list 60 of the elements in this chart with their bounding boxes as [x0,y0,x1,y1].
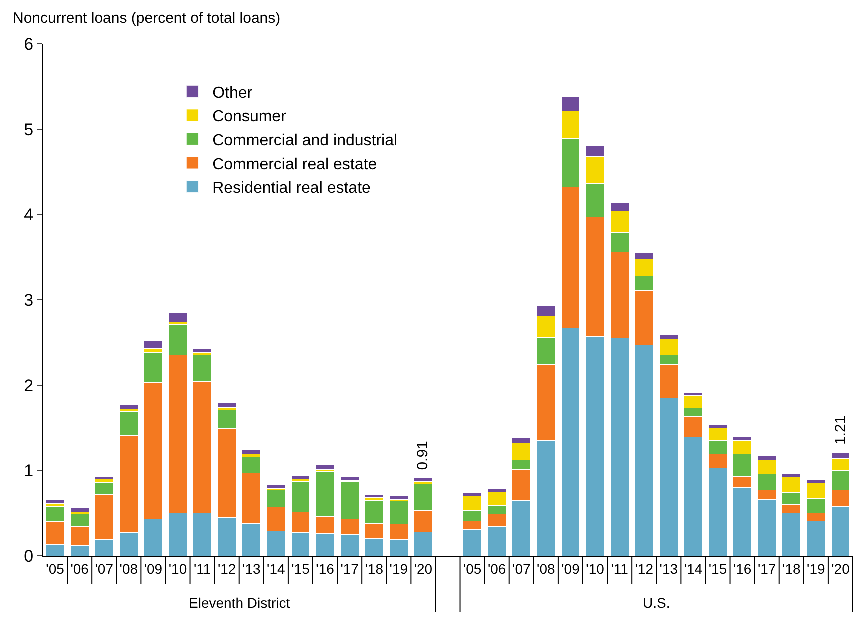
x-tick-label: '12 [635,560,654,577]
y-axis-title: Noncurrent loans (percent of total loans) [13,10,281,27]
y-tick-label: 6 [24,34,34,54]
bar [218,403,237,408]
x-tick-label: '15 [292,560,310,577]
x-tick-label: '12 [218,560,236,577]
x-tick-label: '17 [340,560,360,577]
x-tick-label: '05 [463,560,482,577]
x-tick-label: '09 [144,560,163,577]
legend-label: Other [212,84,254,102]
bar [316,464,335,470]
y-tick-label: 4 [24,206,34,225]
legend-label: Commercial and industrial [212,132,398,150]
total-label: 0.91 [414,441,432,470]
legend-label: Consumer [212,108,288,126]
y-tick-label: 2 [24,376,34,396]
x-tick-label: '18 [782,560,801,577]
y-tick-label: 3 [24,290,34,310]
x-tick-label: '08 [120,560,138,577]
x-tick-label: '10 [586,560,605,577]
legend-label: Commercial real estate [212,156,378,174]
bar [46,499,65,504]
bar [119,404,138,410]
y-tick-label: 1 [24,462,34,481]
bar [414,478,433,482]
bar [242,450,262,455]
x-tick-label: '20 [414,560,433,577]
y-tick-label: 5 [24,120,34,140]
text: Eleventh District [189,595,290,611]
x-tick-label: '15 [708,560,728,577]
bar [364,495,384,498]
total-label: 1.21 [832,416,850,445]
x-tick-label: '19 [807,560,826,577]
y-tick-label: 0 [24,546,34,566]
x-tick-label: '06 [70,560,90,577]
x-tick-label: '09 [562,560,580,577]
x-tick-label: '08 [537,560,556,577]
x-tick-label: '10 [168,560,188,577]
bar [291,476,310,480]
x-tick-label: '19 [390,560,408,577]
bar [168,312,188,322]
text: U.S. [643,595,670,611]
x-tick-label: '17 [758,560,776,577]
x-tick-label: '16 [316,560,335,577]
x-tick-label: '14 [684,560,703,577]
x-tick-label: '07 [512,560,531,577]
x-tick-label: '07 [95,560,114,577]
x-tick-label: '14 [267,560,286,577]
x-tick-label: '20 [832,560,850,577]
bar [144,340,163,349]
x-tick-label: '06 [488,560,506,577]
x-tick-label: '05 [46,560,65,577]
x-tick-label: '16 [733,560,752,577]
x-tick-label: '18 [365,560,384,577]
x-tick-label: '11 [194,560,212,577]
x-tick-label: '11 [611,560,629,577]
bar [193,348,212,354]
x-tick-label: '13 [242,560,261,577]
x-tick-label: '13 [660,560,678,577]
legend-label: Residential real estate [212,180,372,198]
